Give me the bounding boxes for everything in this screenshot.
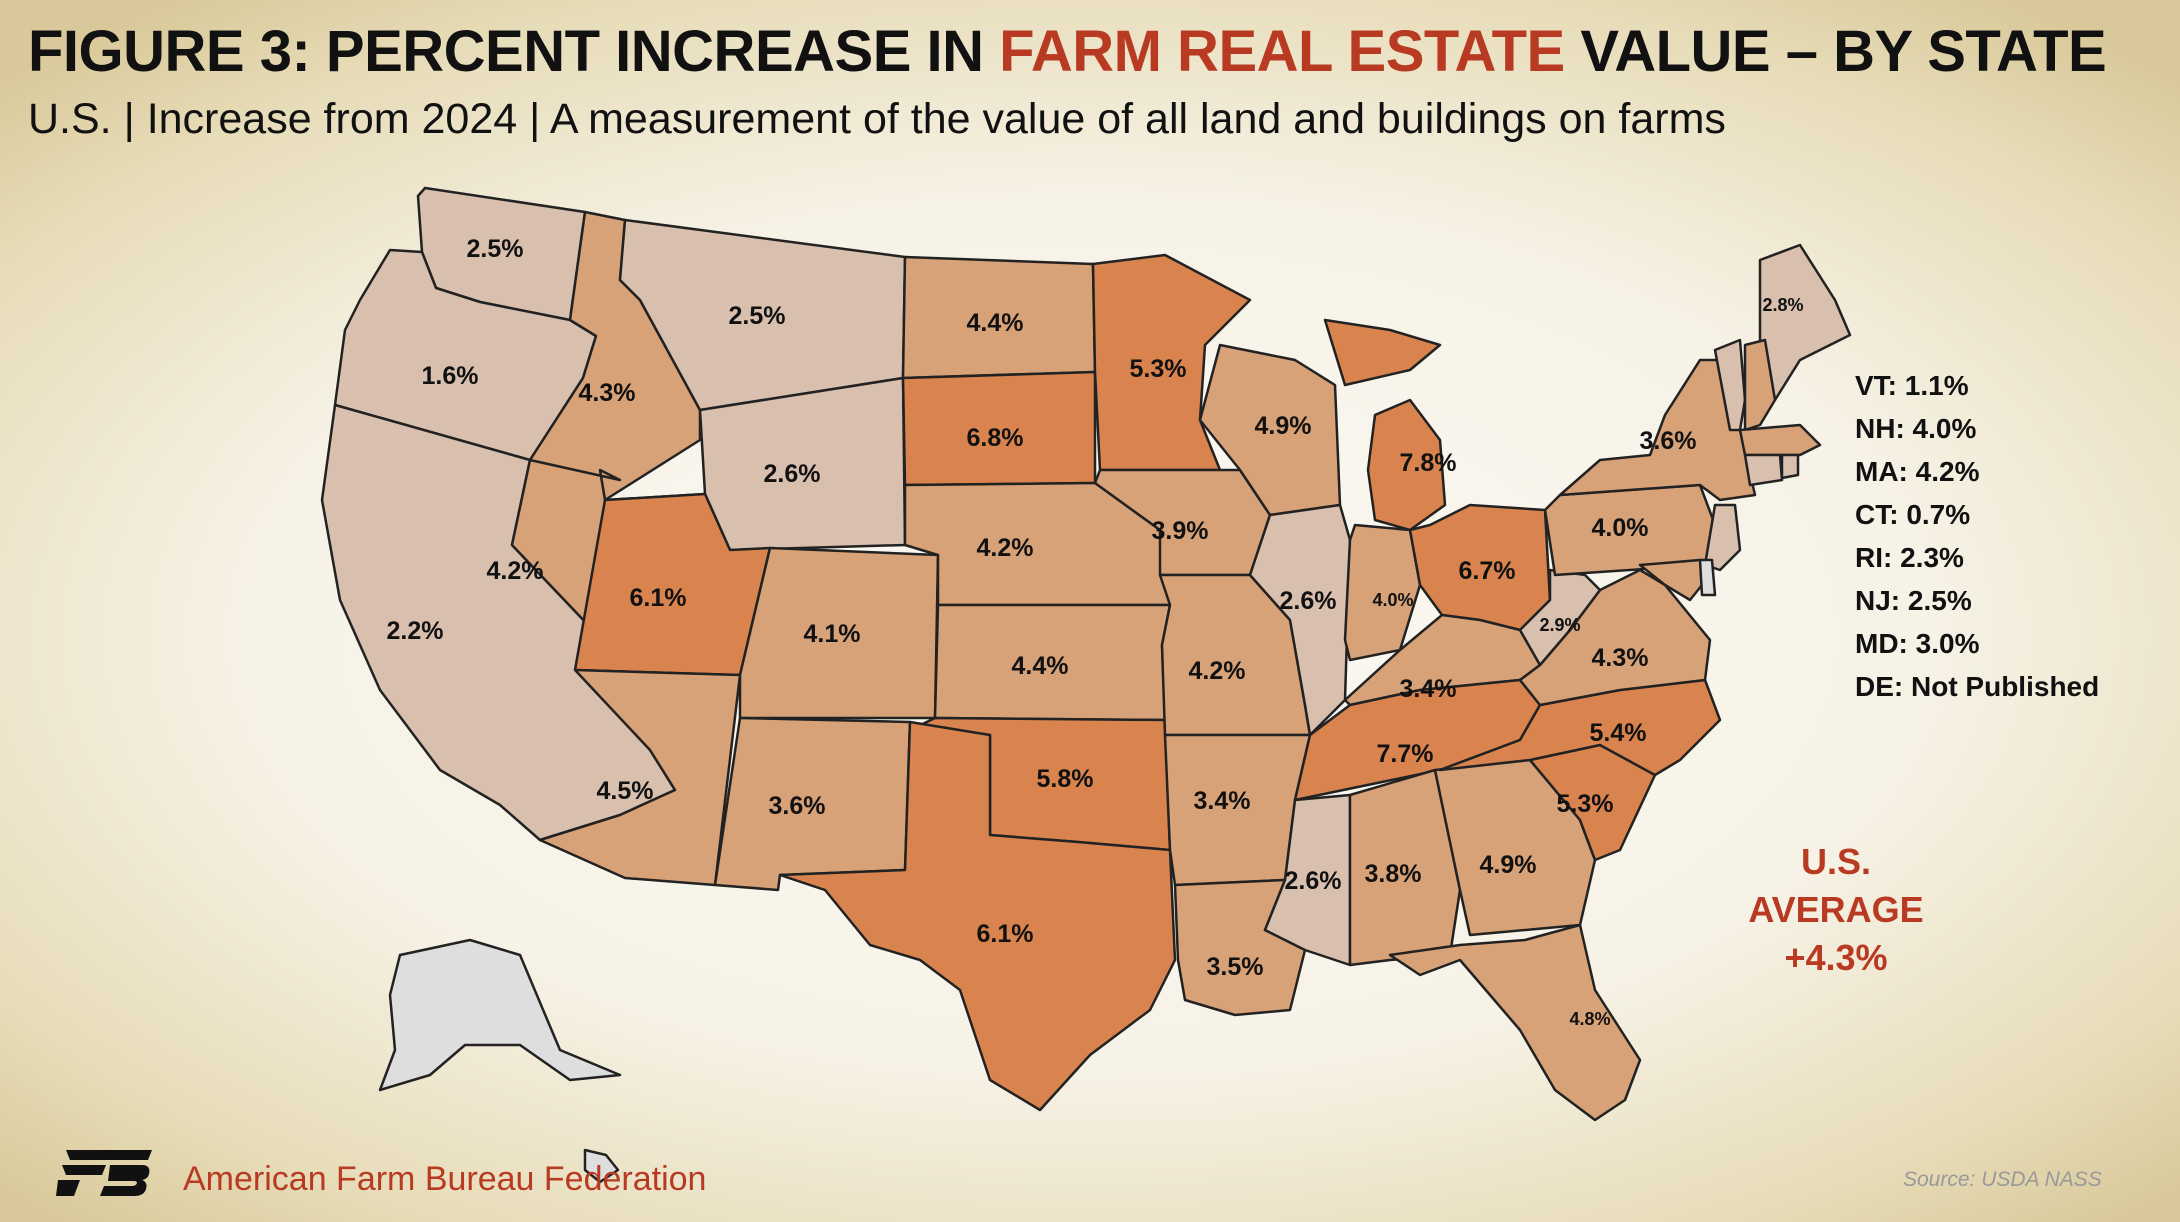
small-state-de: DE: Not Published [1855,671,2100,702]
us-average-value: +4.3% [1784,937,1888,978]
state-label-il: 2.6% [1280,587,1337,615]
us-average-callout: U.S. AVERAGE +4.3% [1712,838,1960,982]
state-tx [778,720,1177,1112]
state-wy [698,376,907,552]
state-ct [1743,453,1784,487]
small-state-nh: NH: 4.0% [1855,413,1977,444]
state-co [738,546,940,720]
state-labels: 2.5% 1.6% 2.2% 4.3% 4.2% 2.5% 2.6% 6.1% 4.5% 4.1%… [387,235,1804,1029]
state-label-oh: 6.7% [1459,557,1516,585]
us-average-line2: AVERAGE [1748,889,1924,930]
state-hi [583,1148,620,1184]
state-label-la: 3.5% [1207,953,1264,981]
state-mi [1323,318,1447,532]
state-label-va: 4.3% [1592,644,1649,672]
state-me [1758,243,1852,402]
state-label-wi: 4.9% [1255,412,1312,440]
state-label-pa: 4.0% [1592,514,1649,542]
small-state-md: MD: 3.0% [1855,628,1980,659]
state-label-nv: 4.2% [487,557,544,585]
state-label-ok: 5.8% [1037,765,1094,793]
small-state-ct: CT: 0.7% [1855,499,1971,530]
state-label-nd: 4.4% [967,309,1024,337]
us-average-line1: U.S. [1800,841,1871,882]
state-label-ca: 2.2% [387,617,444,645]
small-state-vt: VT: 1.1% [1855,370,1969,401]
org-name: American Farm Bureau Federation [183,1160,707,1198]
state-ak [378,938,622,1092]
state-label-ia: 3.9% [1152,517,1209,545]
state-nj [1703,503,1742,572]
title-highlight: FARM REAL ESTATE [999,19,1565,84]
state-vt [1713,338,1747,432]
state-ma [1738,423,1822,457]
state-label-mn: 5.3% [1130,355,1187,383]
state-label-fl: 4.8% [1569,1009,1610,1029]
state-label-co: 4.1% [804,620,861,648]
state-nh [1743,338,1777,432]
state-label-sd: 6.8% [967,424,1024,452]
state-ri [1780,453,1800,480]
small-state-ma: MA: 4.2% [1855,456,1980,487]
state-shapes [320,186,1852,1184]
state-label-ny: 3.6% [1640,427,1697,455]
state-wv [1518,568,1602,667]
state-label-ar: 3.4% [1194,787,1251,815]
state-fl [1388,923,1642,1122]
title-prefix: FIGURE 3: PERCENT INCREASE IN [28,19,1000,84]
state-label-wy: 2.6% [764,460,821,488]
state-label-tx: 6.1% [977,920,1034,948]
state-label-wa: 2.5% [467,235,524,263]
state-label-id: 4.3% [579,379,636,407]
figure-subtitle: U.S. | Increase from 2024 | A measuremen… [28,95,1726,143]
fb-logo-icon [56,1150,152,1196]
state-label-ky: 3.4% [1400,675,1457,703]
state-md [1638,558,1712,602]
state-label-al: 3.8% [1365,860,1422,888]
state-label-ga: 4.9% [1480,851,1537,879]
state-label-tn: 7.7% [1377,740,1434,768]
state-de [1698,558,1717,597]
figure-title: FIGURE 3: PERCENT INCREASE IN FARM REAL … [28,18,2107,85]
source-note: Source: USDA NASS [1903,1168,2102,1191]
state-label-ut: 6.1% [630,584,687,612]
state-label-az: 4.5% [597,777,654,805]
small-state-nj: NJ: 2.5% [1855,585,1972,616]
state-label-mo: 4.2% [1189,657,1246,685]
state-label-sc: 5.3% [1557,790,1614,818]
state-label-mt: 2.5% [729,302,786,330]
title-suffix: VALUE – BY STATE [1564,19,2107,84]
state-label-ms: 2.6% [1285,867,1342,895]
state-label-wv: 2.9% [1539,615,1580,635]
state-label-nc: 5.4% [1590,719,1647,747]
small-states-list: VT: 1.1% NH: 4.0% MA: 4.2% CT: 0.7% RI: … [1855,364,2099,708]
state-label-me: 2.8% [1762,295,1803,315]
state-az [538,668,742,887]
state-label-ne: 4.2% [977,534,1034,562]
small-state-ri: RI: 2.3% [1855,542,1964,573]
state-label-or: 1.6% [422,362,479,390]
state-label-nm: 3.6% [769,792,826,820]
state-label-ks: 4.4% [1012,652,1069,680]
state-label-in: 4.0% [1372,590,1413,610]
state-label-mi: 7.8% [1400,449,1457,477]
